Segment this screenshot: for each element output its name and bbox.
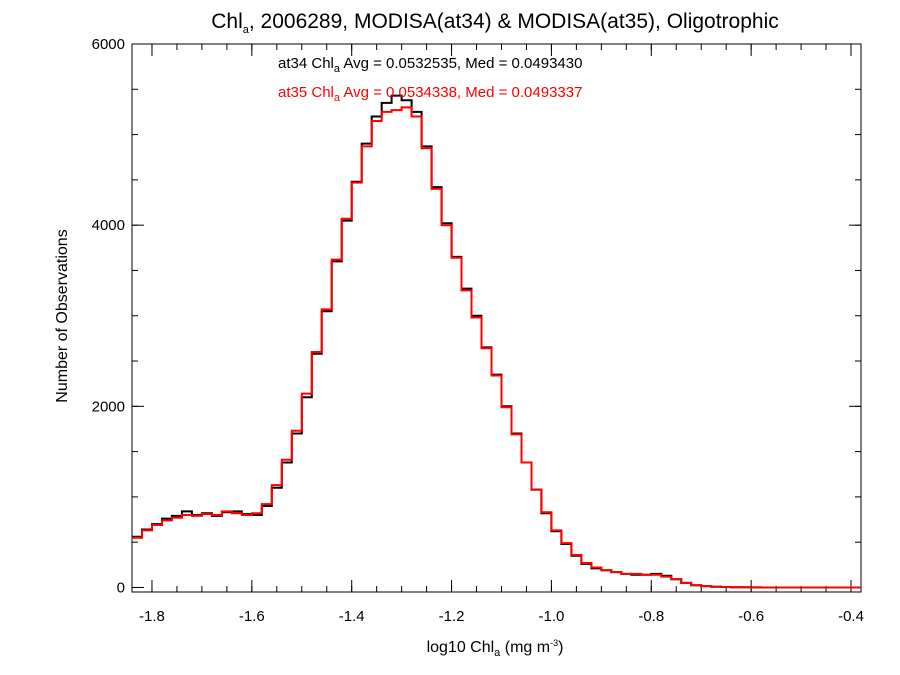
chart-title: Chla, 2006289, MODISA(at34) & MODISA(at3… [211,10,779,36]
x-axis-label: log10 Chla (mg m-3) [427,638,564,659]
chart-title-suffix: , 2006289, MODISA(at34) & MODISA(at35), … [249,10,779,33]
y-tick-label: 6000 [92,36,125,53]
annotation-at34: at34 Chla Avg = 0.0532535, Med = 0.04934… [278,55,582,75]
annotation-at35-prefix: at35 Chl [278,84,334,101]
annotation-at34-prefix: at34 Chl [278,55,334,72]
chart-title-subscript: a [243,24,250,36]
tick-labels: -1.8 -1.6 -1.4 -1.2 -1.0 -0.8 -0.6 -0.4 0 2000 400… [92,36,864,625]
y-tick-label: 2000 [92,398,125,415]
series-at35-line [132,106,861,589]
plot-frame [131,43,862,593]
x-tick-label: -1.4 [339,608,365,625]
x-axis-label-prefix: log10 Chl [427,639,495,656]
y-axis-label: Number of Observations [54,229,71,402]
x-axis-label-superscript: -3 [550,638,558,648]
x-tick-label: -0.6 [738,608,764,625]
annotation-at35-suffix: Avg = 0.0534338, Med = 0.0493337 [340,84,582,101]
x-tick-label: -0.8 [638,608,664,625]
annotation-at35: at35 Chla Avg = 0.0534338, Med = 0.04933… [278,84,582,104]
x-tick-label: -1.6 [239,608,265,625]
plot-border [131,43,862,593]
axis-ticks [132,43,861,592]
x-tick-label: -0.4 [838,608,864,625]
series-layer [132,94,861,589]
x-tick-label: -1.0 [538,608,564,625]
x-tick-label: -1.2 [439,608,465,625]
x-axis-label-subscript: a [494,647,501,659]
x-tick-label: -1.8 [139,608,165,625]
y-tick-label: 4000 [92,217,125,234]
chart-title-prefix: Chl [211,10,243,33]
x-axis-label-mid: (mg m [500,639,550,656]
y-tick-label: 0 [117,579,125,596]
annotation-at35-subscript: a [334,92,341,104]
annotation-at34-suffix: Avg = 0.0532535, Med = 0.0493430 [340,55,582,72]
x-axis-label-suffix: ) [558,639,563,656]
annotation-at34-subscript: a [334,63,341,75]
